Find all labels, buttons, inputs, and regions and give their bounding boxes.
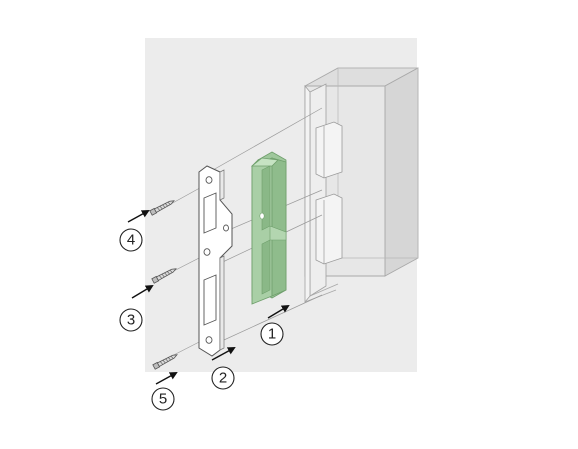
plate-hole-bottom xyxy=(205,336,213,344)
leader-5 xyxy=(155,372,178,385)
screw-bottom xyxy=(152,354,178,370)
callout-3: 3 xyxy=(119,308,143,332)
leader-3 xyxy=(131,284,154,299)
screw-middle xyxy=(151,268,177,284)
leader-1 xyxy=(267,304,290,319)
callout-5-text: 5 xyxy=(159,391,167,408)
leader-2 xyxy=(211,347,236,361)
strike-plate xyxy=(198,165,233,357)
callout-1-text: 1 xyxy=(268,326,276,343)
callout-2-text: 2 xyxy=(219,370,227,387)
callout-4: 4 xyxy=(119,228,143,252)
leader-arrows xyxy=(127,210,290,385)
callout-1: 1 xyxy=(260,322,284,346)
plate-hole-middle xyxy=(203,248,211,256)
callout-5: 5 xyxy=(151,387,175,411)
screw-top xyxy=(149,200,175,216)
callout-4-text: 4 xyxy=(127,232,135,249)
callout-3-text: 3 xyxy=(127,312,135,329)
plate-hole-top xyxy=(205,176,213,184)
callout-2: 2 xyxy=(211,366,235,390)
strike-insert xyxy=(250,151,287,305)
lock-box xyxy=(304,67,419,304)
leader-4 xyxy=(127,210,150,223)
